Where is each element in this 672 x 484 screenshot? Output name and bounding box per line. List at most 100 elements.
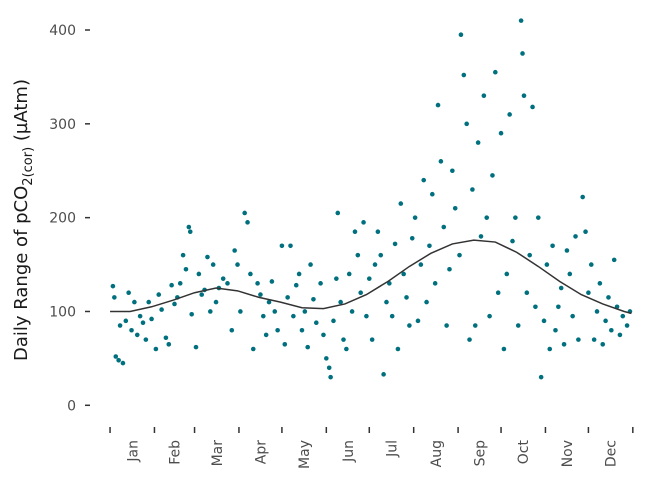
point	[172, 301, 177, 307]
y-label-suffix: (µAtm)	[11, 79, 32, 147]
point	[418, 262, 424, 267]
point	[153, 346, 159, 352]
point	[296, 271, 302, 277]
point	[364, 313, 369, 319]
point	[475, 140, 481, 145]
point	[493, 69, 498, 75]
point	[498, 130, 504, 136]
point	[518, 18, 524, 23]
point	[282, 342, 288, 347]
point	[210, 262, 216, 267]
y-axis-label: Daily Range of pCO2(cor) (µAtm)	[11, 79, 36, 361]
y-label-text: Daily Range of pCO	[11, 186, 32, 361]
x-tick-label: Nov	[560, 440, 576, 467]
point	[146, 299, 152, 305]
point	[263, 332, 269, 338]
point	[258, 292, 263, 297]
point	[208, 309, 213, 314]
point	[117, 323, 123, 328]
point	[620, 313, 626, 319]
point	[452, 205, 458, 211]
point	[597, 281, 603, 286]
point	[387, 281, 392, 286]
point	[467, 337, 472, 342]
x-tick-label: Jan	[125, 440, 141, 463]
point	[260, 313, 266, 319]
point	[573, 234, 578, 239]
point	[520, 51, 525, 56]
point	[447, 266, 452, 272]
point	[594, 309, 600, 314]
point	[112, 295, 117, 300]
point	[149, 316, 154, 322]
point	[470, 187, 475, 192]
point	[527, 252, 532, 258]
point	[381, 372, 386, 377]
y-tick-label: 300	[49, 117, 76, 133]
point	[199, 292, 205, 297]
point	[349, 309, 355, 314]
point	[412, 215, 418, 220]
point	[398, 201, 404, 206]
point	[232, 248, 237, 253]
point	[430, 191, 435, 197]
point	[392, 241, 398, 247]
y-tick-label: 100	[49, 304, 76, 320]
point	[328, 374, 333, 380]
point	[570, 313, 575, 319]
point	[159, 307, 164, 312]
point	[535, 215, 541, 220]
point	[583, 229, 588, 235]
point	[558, 285, 564, 291]
point	[464, 121, 469, 127]
point	[288, 243, 293, 249]
point	[507, 112, 512, 117]
point	[318, 281, 323, 286]
point	[530, 104, 535, 110]
point	[521, 93, 527, 98]
x-tick-label: Feb	[168, 440, 184, 465]
point	[547, 346, 553, 352]
point	[586, 290, 591, 296]
point	[588, 262, 594, 267]
point	[266, 299, 272, 305]
point	[355, 252, 361, 258]
point	[369, 337, 375, 342]
point	[484, 215, 490, 220]
point	[302, 309, 308, 314]
point	[603, 318, 608, 324]
point	[285, 295, 290, 300]
point	[186, 224, 192, 230]
point	[346, 271, 352, 277]
x-tick-label: Aug	[429, 440, 445, 467]
point	[561, 342, 567, 347]
point	[624, 323, 630, 328]
point	[617, 332, 623, 338]
point	[415, 318, 421, 324]
x-tick-label: Sep	[473, 440, 489, 467]
point	[457, 252, 462, 258]
point	[606, 295, 611, 300]
point	[163, 335, 169, 341]
point	[116, 357, 121, 363]
point	[180, 252, 186, 258]
point	[189, 311, 194, 317]
point	[291, 313, 296, 319]
point	[132, 299, 137, 305]
point	[487, 313, 492, 319]
point	[344, 346, 349, 352]
point	[404, 295, 409, 300]
point	[272, 309, 278, 314]
point	[193, 344, 199, 350]
x-tick-label: Jul	[384, 440, 400, 458]
point	[248, 271, 253, 277]
point	[334, 276, 339, 281]
point	[308, 262, 313, 267]
point	[335, 210, 341, 216]
point	[225, 281, 230, 286]
point	[567, 271, 573, 277]
point	[352, 229, 358, 235]
point	[458, 32, 464, 38]
point	[490, 173, 495, 178]
